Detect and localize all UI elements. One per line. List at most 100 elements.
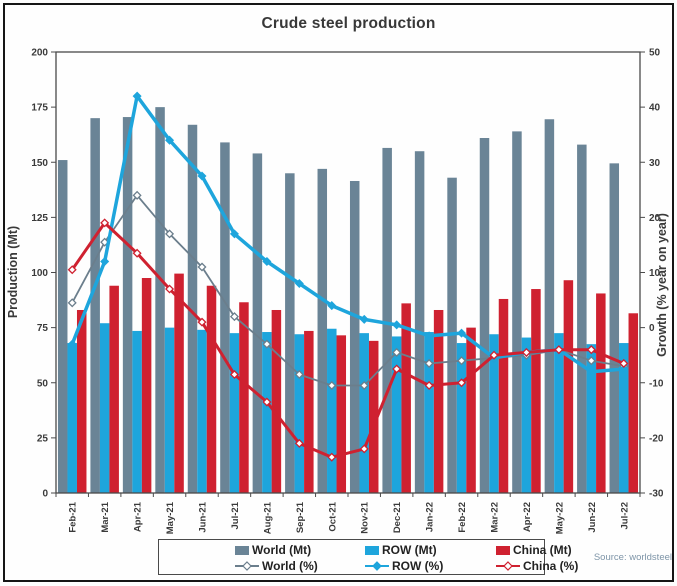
marker [294,279,304,289]
bar-row-mt- [619,343,629,493]
marker [262,339,272,349]
y-left-tick-label: 200 [31,48,48,59]
marker [229,229,239,239]
bar-china-mt- [466,327,476,494]
bar-china-mt- [563,280,574,493]
bar-china-mt- [531,289,541,493]
y-right-tick-label: 40 [649,103,661,114]
legend-line-icon [235,561,259,571]
marker [165,135,175,145]
x-tick-label: Oct-21 [327,501,338,531]
y-left-tick-label: 150 [31,158,48,169]
bar-world-mt- [220,142,230,493]
x-tick-label: Aug-21 [262,501,273,534]
marker [586,345,596,355]
legend-bar-swatch [496,545,510,555]
marker [100,256,110,266]
marker [165,284,175,294]
marker [294,438,304,448]
bar-row-mt- [294,334,305,493]
line-row-%- [70,94,626,374]
marker [165,229,175,239]
marker [229,312,239,322]
bar-china-mt- [206,285,217,493]
bar-china-mt- [271,309,282,493]
y-left-tick-label: 25 [37,433,49,444]
y-right-tick-label: -20 [649,433,664,444]
bar-china-mt- [76,309,87,493]
marker [262,397,272,407]
marker [424,380,434,391]
x-tick-label: Jul-21 [230,501,241,529]
marker [392,364,402,374]
y-left-tick-label: 50 [37,378,49,389]
x-tick-label: Dec-21 [392,501,403,533]
marker [457,356,467,366]
x-tick-label: Apr-21 [133,501,144,532]
source-label: Source: worldsteel [593,552,672,563]
bar-row-mt- [67,343,77,493]
x-tick-label: Sep-21 [295,501,306,533]
legend-bar-swatch [365,545,379,555]
bar-row-mt- [99,323,110,493]
x-tick-label: Jan-22 [425,502,436,532]
legend-label: World (%) [262,559,318,573]
x-tick-label: Jun-21 [198,501,209,532]
legend-item: ROW (Mt) [365,543,437,557]
bar-row-mt- [359,333,369,493]
marker [294,369,304,380]
marker [586,367,596,377]
bar-world-mt- [155,107,165,494]
marker [554,345,564,355]
bar-world-mt- [544,119,555,493]
legend-item: World (Mt) [235,543,311,557]
marker [359,314,369,324]
marker [457,328,467,338]
bar-row-mt- [262,332,272,493]
bar-row-mt- [456,343,467,493]
bar-row-mt- [132,330,142,493]
marker [392,320,402,330]
bar-china-mt- [239,302,249,493]
y-right-tick-label: -10 [649,378,664,389]
x-tick-label: Jun-22 [587,502,598,533]
legend-bar-swatch [235,545,249,555]
bar-world-mt- [317,168,328,493]
marker [67,298,77,308]
marker [457,378,467,388]
legend: World (Mt) World (%) ROW (Mt) ROW (%) China … [158,539,578,575]
y-left-tick-label: 125 [31,213,48,224]
bar-world-mt- [90,118,100,494]
legend-label: ROW (Mt) [382,543,437,557]
bar-world-mt- [479,138,490,493]
marker [521,347,531,357]
marker [424,331,434,341]
marker [489,350,499,360]
x-tick-label: May-22 [554,502,565,534]
legend-label: China (%) [523,559,579,573]
x-tick-label: Feb-21 [68,501,79,532]
marker [67,339,77,349]
legend-line-icon [365,561,389,571]
line-world-%- [71,194,625,387]
marker [359,380,369,391]
marker [327,380,337,391]
y-right-tick-label: 50 [649,48,661,59]
legend-item: China (Mt) [496,543,572,557]
bar-china-mt- [336,335,347,493]
bar-china-mt- [304,330,314,493]
bar-row-mt- [164,327,175,494]
marker [327,452,337,462]
bar-china-mt- [109,285,119,493]
marker [359,444,369,454]
marker [619,358,629,368]
legend-label: ROW (%) [392,559,444,573]
x-tick-label: Apr-22 [522,502,533,532]
legend-item: China (%) [496,559,578,573]
marker [132,248,142,258]
legend-label: China (Mt) [513,543,572,557]
y-left-tick-label: 175 [31,103,48,114]
line-china-%- [70,221,626,459]
bar-world-mt- [252,153,263,493]
bar-china-mt- [433,309,444,493]
